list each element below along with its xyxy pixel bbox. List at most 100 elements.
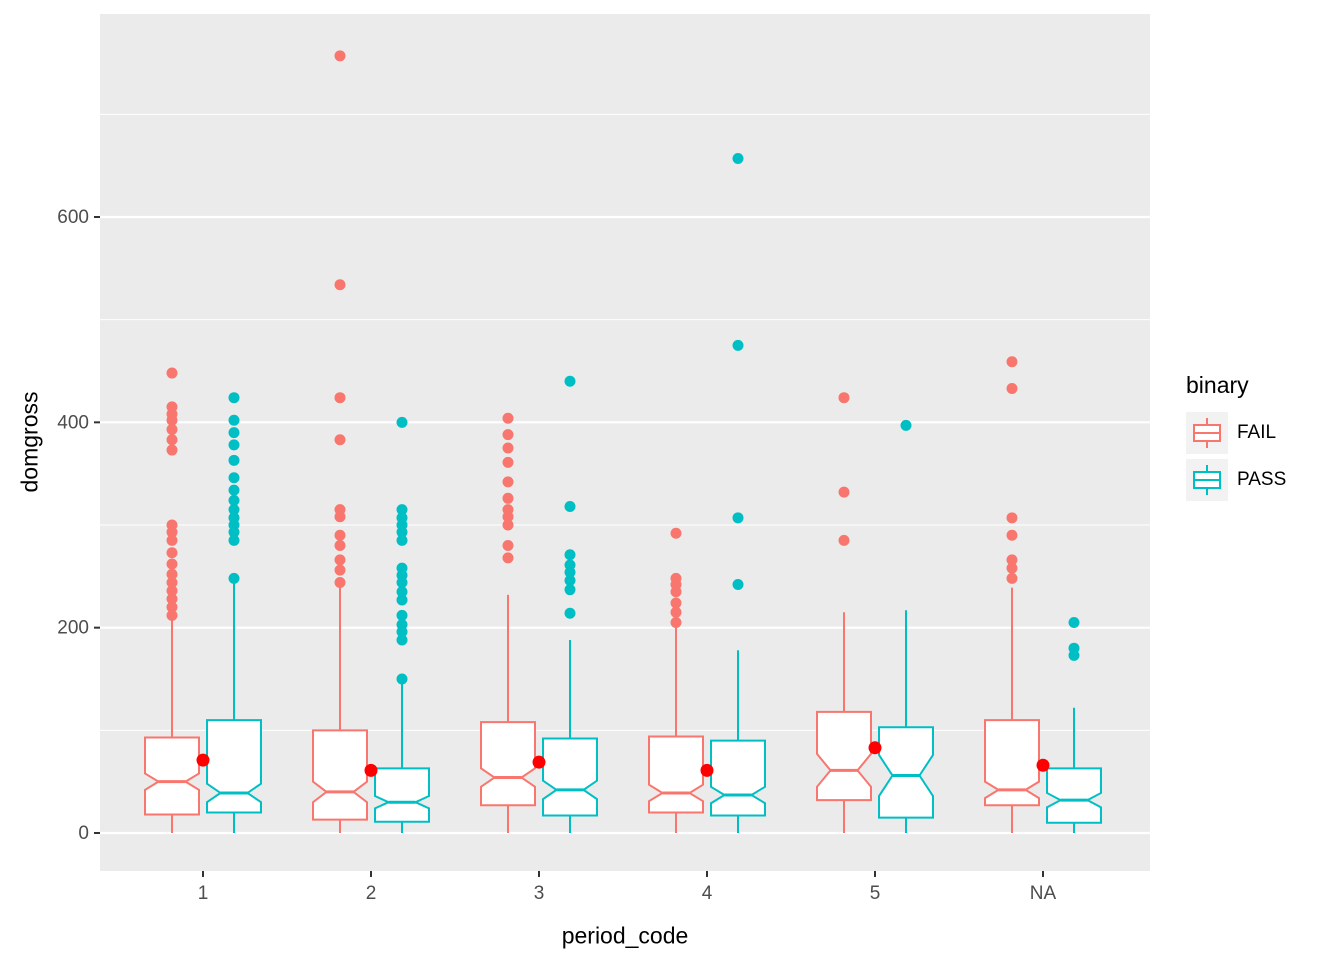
outlier-point-pass-4 (732, 579, 744, 591)
outlier-point-pass-2 (396, 562, 408, 574)
outlier-point-pass-3 (564, 549, 576, 561)
y-tick-label: 200 (57, 618, 89, 639)
outlier-point-pass-2 (396, 609, 408, 621)
x-axis-title: period_code (561, 922, 689, 949)
legend-entries: FAIL PASS (1186, 409, 1286, 503)
outlier-point-pass-1 (228, 427, 240, 439)
outlier-point-pass-3 (564, 584, 576, 596)
outlier-point-fail-1 (166, 601, 178, 613)
legend-key-boxplot-icon (1186, 458, 1228, 501)
outlier-point-fail-1 (166, 519, 178, 531)
x-tick-label: 3 (534, 883, 545, 904)
outlier-point-pass-2 (396, 416, 408, 428)
outlier-point-fail-4 (670, 617, 682, 629)
outlier-point-fail-4 (670, 572, 682, 584)
outlier-point-pass-NA (1068, 617, 1080, 629)
outlier-point-pass-1 (228, 512, 240, 524)
x-tick-label: 4 (702, 883, 713, 904)
box-pass-3 (542, 737, 598, 817)
outlier-point-fail-1 (166, 547, 178, 559)
box-fail-3 (480, 721, 536, 807)
outlier-point-fail-2 (334, 392, 346, 404)
outlier-point-fail-3 (502, 476, 514, 488)
outlier-point-pass-4 (732, 152, 744, 164)
outlier-point-pass-3 (564, 501, 576, 513)
outlier-point-fail-3 (502, 519, 514, 531)
outlier-point-fail-3 (502, 442, 514, 454)
outlier-point-fail-5 (838, 534, 850, 546)
outlier-point-pass-2 (396, 512, 408, 524)
box-pass-5 (878, 726, 934, 819)
outlier-point-fail-NA (1006, 356, 1018, 368)
outlier-point-pass-5 (900, 419, 912, 431)
outlier-point-pass-4 (732, 339, 744, 351)
outlier-point-fail-1 (166, 424, 178, 436)
outlier-point-fail-5 (838, 486, 850, 498)
mean-point-3 (532, 755, 546, 769)
outlier-point-pass-2 (396, 594, 408, 606)
outlier-point-fail-2 (334, 529, 346, 541)
outlier-point-fail-3 (502, 412, 514, 424)
outlier-point-fail-3 (502, 504, 514, 516)
outlier-point-fail-2 (334, 554, 346, 566)
outlier-point-pass-1 (228, 472, 240, 484)
outlier-point-fail-2 (334, 279, 346, 291)
outlier-point-fail-NA (1006, 529, 1018, 541)
outlier-point-fail-NA (1006, 382, 1018, 394)
outlier-point-pass-2 (396, 673, 408, 685)
outlier-point-pass-1 (228, 439, 240, 451)
outlier-point-pass-3 (564, 607, 576, 619)
outlier-point-fail-1 (166, 534, 178, 546)
x-tick-label: 1 (198, 883, 209, 904)
outlier-point-fail-3 (502, 456, 514, 468)
outlier-point-fail-4 (670, 527, 682, 539)
x-tick-label: 5 (870, 883, 881, 904)
outlier-point-fail-1 (166, 593, 178, 605)
outlier-point-fail-2 (334, 576, 346, 588)
outlier-point-fail-NA (1006, 572, 1018, 584)
outlier-point-fail-2 (334, 504, 346, 516)
outlier-point-pass-2 (396, 586, 408, 598)
outlier-point-pass-1 (228, 484, 240, 496)
x-tick-label: 2 (366, 883, 377, 904)
outlier-point-fail-1 (166, 367, 178, 379)
outlier-point-fail-1 (166, 558, 178, 570)
box-fail-5 (816, 710, 872, 802)
legend-entry-fail: FAIL (1186, 409, 1286, 456)
outlier-point-fail-1 (166, 585, 178, 597)
outlier-point-fail-NA (1006, 562, 1018, 574)
outlier-point-fail-NA (1006, 512, 1018, 524)
box-pass-NA (1046, 767, 1102, 824)
outlier-point-pass-1 (228, 534, 240, 546)
outlier-point-pass-NA (1068, 642, 1080, 654)
outlier-point-fail-3 (502, 540, 514, 552)
plot-panel (100, 14, 1150, 871)
legend-key-boxplot-icon (1186, 411, 1228, 454)
y-tick-label: 400 (57, 412, 89, 433)
box-pass-1 (206, 719, 262, 814)
outlier-point-fail-4 (670, 606, 682, 618)
mean-point-2 (364, 763, 378, 777)
box-pass-2 (374, 767, 430, 823)
outlier-point-fail-1 (166, 609, 178, 621)
outlier-point-fail-3 (502, 429, 514, 441)
outlier-point-fail-3 (502, 552, 514, 564)
legend: binary FAIL PASS (1186, 372, 1286, 503)
mean-point-1 (196, 753, 210, 767)
legend-label: PASS (1237, 468, 1287, 490)
outlier-point-fail-4 (670, 597, 682, 609)
outlier-point-pass-1 (228, 494, 240, 506)
outlier-point-pass-1 (228, 414, 240, 426)
outlier-point-fail-1 (166, 576, 178, 588)
outlier-point-pass-1 (228, 504, 240, 516)
outlier-point-pass-1 (228, 392, 240, 404)
mean-point-NA (1036, 758, 1050, 772)
outlier-point-fail-2 (334, 540, 346, 552)
outlier-point-fail-1 (166, 434, 178, 446)
box-pass-4 (710, 739, 766, 817)
outlier-point-fail-2 (334, 564, 346, 576)
outlier-point-pass-3 (564, 574, 576, 586)
mean-point-4 (700, 763, 714, 777)
y-tick-label: 0 (78, 823, 89, 844)
